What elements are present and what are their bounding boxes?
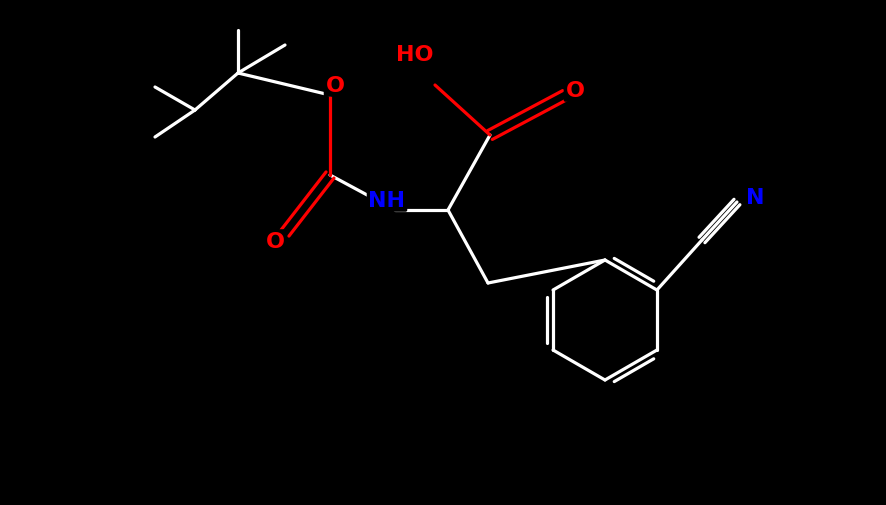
Text: HO: HO (396, 45, 433, 65)
Text: N: N (745, 188, 764, 208)
Text: O: O (565, 81, 584, 101)
Text: NH: NH (368, 190, 405, 211)
Text: O: O (325, 76, 344, 96)
Text: O: O (265, 231, 284, 251)
